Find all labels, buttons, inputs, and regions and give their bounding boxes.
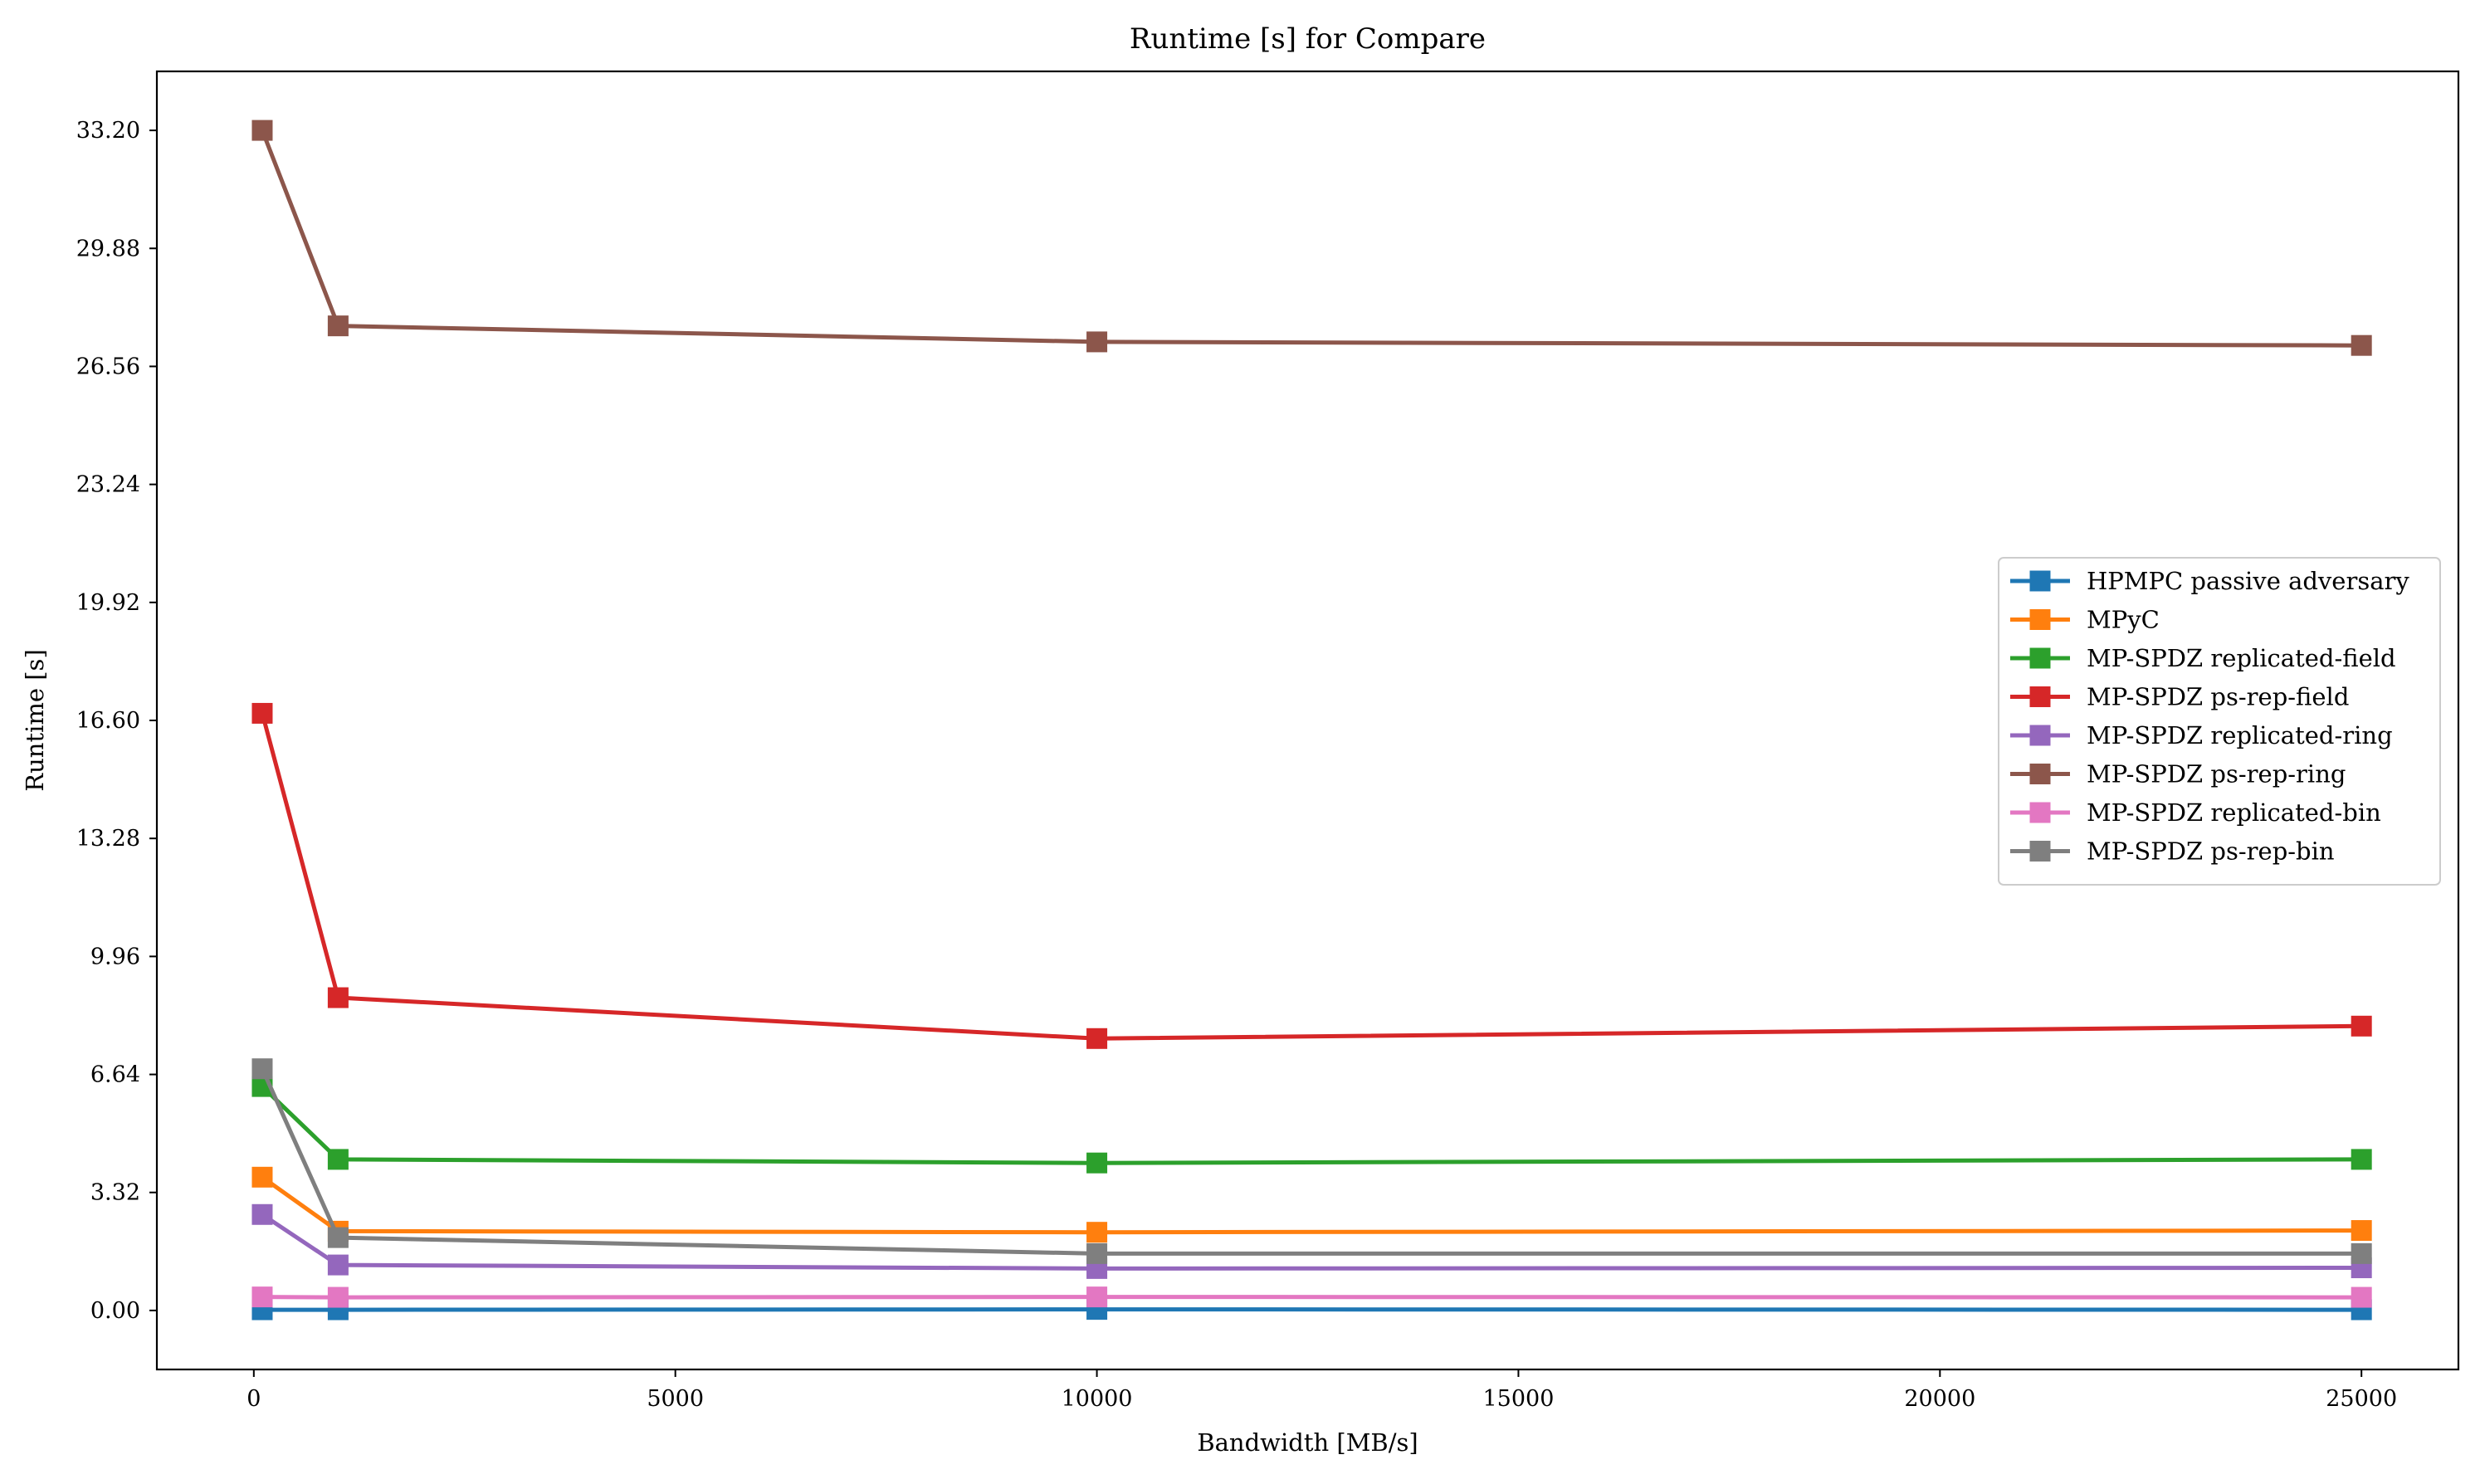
x-tick-label: 10000 <box>1062 1386 1133 1412</box>
data-point-marker <box>327 1254 349 1276</box>
legend-label: MP-SPDZ replicated-bin <box>2087 798 2381 827</box>
data-point-marker <box>1086 1286 1108 1308</box>
legend-marker <box>2029 686 2051 707</box>
legend-label: MP-SPDZ ps-rep-field <box>2087 683 2349 711</box>
series-line <box>260 712 2362 1041</box>
x-tick-label: 0 <box>247 1386 261 1412</box>
legend-label: MP-SPDZ ps-rep-bin <box>2087 837 2335 866</box>
data-point-marker <box>327 1286 349 1308</box>
legend: HPMPC passive adversary MPyC MP-SPDZ repli… <box>1998 557 2441 886</box>
x-tick-label: 25000 <box>2326 1386 2397 1412</box>
legend-marker <box>2029 802 2051 823</box>
data-point-marker <box>1086 331 1108 353</box>
legend-box <box>1998 557 2441 886</box>
series-6 <box>251 1286 2372 1308</box>
legend-entry: MP-SPDZ replicated-field <box>2010 644 2396 672</box>
series-line <box>261 1295 2362 1300</box>
series-7 <box>251 1058 2372 1264</box>
legend-label: MP-SPDZ replicated-ring <box>2087 721 2393 749</box>
y-tick-label: 29.88 <box>76 236 140 261</box>
data-point-marker <box>327 315 349 337</box>
y-tick-label: 9.96 <box>90 944 140 969</box>
data-point-marker <box>251 120 273 141</box>
x-axis-label: Bandwidth [MB/s] <box>1197 1428 1418 1457</box>
x-tick-label: 15000 <box>1482 1386 1554 1412</box>
data-point-marker <box>251 1203 273 1225</box>
data-point-marker <box>2351 1015 2372 1037</box>
chart-title: Runtime [s] for Compare <box>1130 22 1486 56</box>
data-point-marker <box>2351 1149 2372 1170</box>
data-point-marker <box>251 1166 273 1188</box>
data-point-marker <box>2351 1286 2372 1308</box>
y-tick-label: 23.24 <box>76 472 140 498</box>
y-tick-label: 0.00 <box>90 1298 140 1324</box>
legend-marker <box>2029 609 2051 630</box>
legend-entry: MP-SPDZ replicated-ring <box>2010 721 2393 749</box>
series-line <box>262 1307 2362 1312</box>
x-axis-ticks: 0 5000 10000 15000 20000 25000 <box>247 1369 2397 1412</box>
data-point-marker <box>1086 1152 1108 1174</box>
data-point-marker <box>2351 1220 2372 1242</box>
y-tick-label: 3.32 <box>90 1180 140 1206</box>
y-tick-label: 13.28 <box>76 826 140 852</box>
series-3 <box>251 702 2372 1049</box>
data-point-marker <box>1086 1222 1108 1243</box>
y-tick-label: 19.92 <box>76 590 140 616</box>
legend-label: MP-SPDZ replicated-field <box>2087 644 2396 672</box>
data-point-marker <box>2351 334 2372 356</box>
data-point-marker <box>1086 1242 1108 1264</box>
legend-entry: MP-SPDZ ps-rep-field <box>2010 683 2349 711</box>
series-5 <box>251 120 2372 356</box>
legend-marker <box>2029 841 2051 862</box>
data-point-marker <box>251 1058 273 1080</box>
x-tick-label: 20000 <box>1904 1386 1975 1412</box>
legend-entry: MPyC <box>2010 606 2160 634</box>
data-point-marker <box>251 1286 273 1308</box>
y-tick-label: 16.60 <box>76 708 140 734</box>
data-point-marker <box>327 1149 349 1170</box>
legend-marker <box>2029 647 2051 669</box>
legend-marker <box>2029 570 2051 592</box>
legend-marker <box>2029 725 2051 746</box>
legend-entry: HPMPC passive adversary <box>2010 567 2409 595</box>
y-axis-label: Runtime [s] <box>21 649 49 792</box>
series-line <box>260 1067 2362 1256</box>
data-point-marker <box>251 702 273 724</box>
data-marks <box>251 120 2372 1320</box>
data-point-marker <box>2351 1242 2372 1264</box>
legend-entry: MP-SPDZ ps-rep-bin <box>2010 837 2335 866</box>
y-tick-label: 33.20 <box>76 118 140 144</box>
data-point-marker <box>327 987 349 1008</box>
data-point-marker <box>1086 1028 1108 1049</box>
x-tick-label: 5000 <box>647 1386 704 1412</box>
legend-entry: MP-SPDZ ps-rep-ring <box>2010 760 2346 788</box>
legend-label: MPyC <box>2087 606 2160 634</box>
legend-marker <box>2029 764 2051 784</box>
series-2 <box>251 1076 2372 1174</box>
y-tick-label: 26.56 <box>76 354 140 379</box>
y-tick-label: 6.64 <box>90 1062 140 1088</box>
legend-label: MP-SPDZ ps-rep-ring <box>2087 760 2346 788</box>
series-line <box>261 1175 2362 1235</box>
series-line <box>260 129 2362 348</box>
series-line <box>261 1213 2362 1271</box>
series-line <box>261 1085 2362 1165</box>
y-axis-ticks: 0.00 3.32 6.64 9.96 13.28 16.60 19.92 23.24 26.5… <box>76 118 157 1324</box>
legend-entry: MP-SPDZ replicated-bin <box>2010 798 2381 827</box>
data-point-marker <box>327 1227 349 1248</box>
legend-label: HPMPC passive adversary <box>2087 567 2409 595</box>
